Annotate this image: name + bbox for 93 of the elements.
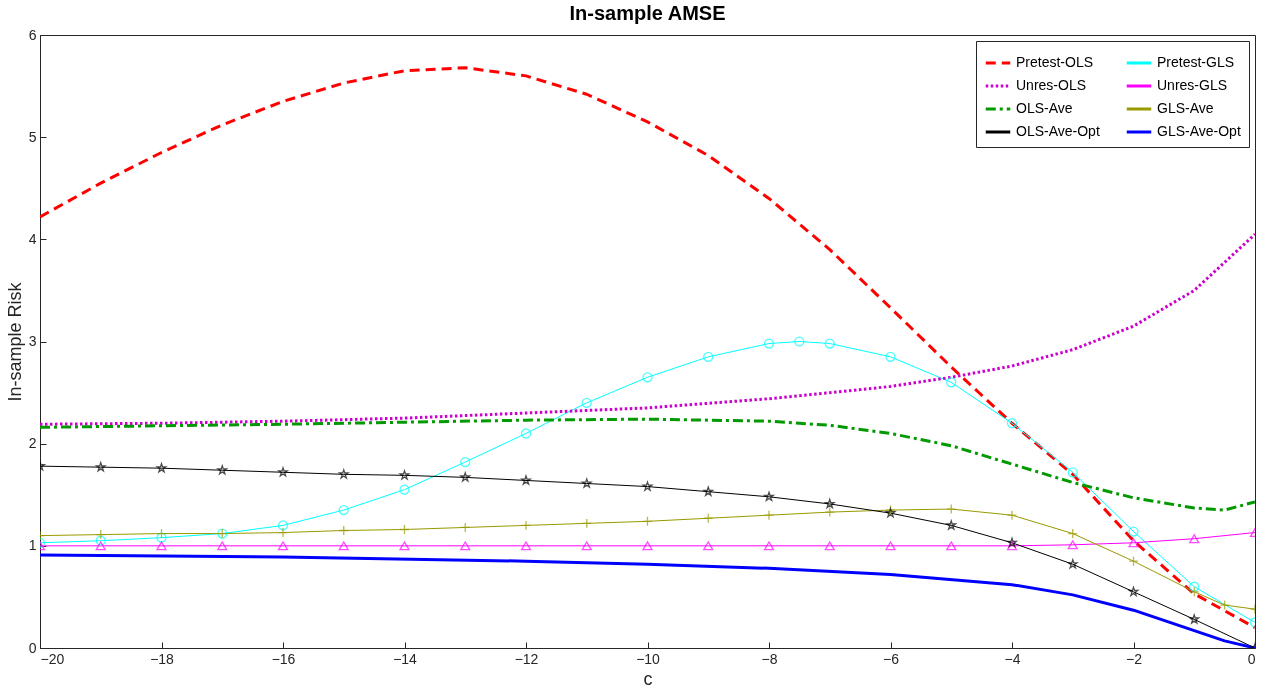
point bbox=[1067, 467, 1078, 478]
x-tick-label: −12 bbox=[514, 650, 539, 667]
point bbox=[1189, 614, 1200, 624]
point bbox=[1128, 586, 1139, 597]
point bbox=[1006, 510, 1018, 521]
point bbox=[277, 527, 289, 538]
legend-label: OLS-Ave bbox=[1016, 100, 1073, 116]
x-axis-title: c bbox=[643, 668, 653, 689]
x-tick-label: −6 bbox=[883, 650, 900, 667]
point bbox=[156, 532, 167, 543]
x-tick-label: −14 bbox=[393, 650, 418, 667]
point bbox=[642, 481, 653, 491]
legend-label: GLS-Ave-Opt bbox=[1157, 123, 1241, 139]
point bbox=[399, 470, 410, 480]
point bbox=[217, 541, 228, 551]
line-series bbox=[40, 232, 1255, 426]
point bbox=[703, 351, 714, 362]
point bbox=[338, 504, 349, 516]
point bbox=[156, 541, 167, 551]
point bbox=[794, 336, 805, 347]
point bbox=[95, 541, 106, 551]
y-tick-label: 3 bbox=[28, 333, 37, 349]
line-series bbox=[40, 417, 1255, 512]
x-tick-label: −16 bbox=[271, 650, 296, 667]
point bbox=[338, 541, 349, 551]
point bbox=[520, 541, 532, 551]
y-tick-label: 6 bbox=[28, 26, 37, 43]
point bbox=[520, 428, 532, 439]
point bbox=[581, 478, 592, 488]
point bbox=[703, 486, 714, 496]
point bbox=[460, 472, 471, 482]
legend-label: Pretest-OLS bbox=[1016, 54, 1094, 70]
point bbox=[277, 520, 289, 531]
chart-title: In-sample AMSE bbox=[569, 2, 726, 24]
point bbox=[824, 338, 835, 349]
x-tick-label: −10 bbox=[636, 650, 661, 667]
point bbox=[946, 520, 957, 530]
point bbox=[1189, 534, 1200, 544]
point bbox=[520, 520, 532, 531]
point bbox=[521, 475, 531, 485]
point bbox=[824, 498, 835, 509]
x-tick-label: −18 bbox=[150, 650, 175, 667]
point bbox=[946, 541, 957, 551]
point bbox=[1128, 526, 1139, 537]
y-tick-label: 0 bbox=[28, 639, 37, 656]
point bbox=[1189, 581, 1200, 592]
point bbox=[703, 541, 714, 551]
point bbox=[824, 507, 835, 518]
point bbox=[763, 510, 775, 521]
point bbox=[1128, 538, 1139, 548]
x-tick-label: 0 bbox=[1247, 650, 1256, 667]
point bbox=[885, 541, 896, 551]
point bbox=[946, 503, 957, 515]
point bbox=[763, 338, 775, 349]
point bbox=[1219, 599, 1230, 611]
x-tick-label: −20 bbox=[40, 650, 65, 667]
point bbox=[95, 535, 106, 546]
y-tick-label: 1 bbox=[28, 537, 37, 554]
x-tick-label: −4 bbox=[1004, 650, 1021, 667]
point bbox=[1006, 541, 1018, 551]
x-tick-label: −8 bbox=[761, 650, 778, 667]
point bbox=[399, 484, 410, 495]
legend-label: Unres-OLS bbox=[1016, 77, 1087, 93]
point bbox=[277, 541, 289, 551]
point bbox=[581, 541, 592, 551]
y-tick-label: 5 bbox=[28, 128, 37, 145]
legend-label: OLS-Ave-Opt bbox=[1016, 123, 1100, 139]
point bbox=[278, 467, 288, 477]
line-series bbox=[40, 66, 1255, 630]
legend-label: Pretest-GLS bbox=[1157, 54, 1235, 70]
point bbox=[885, 351, 896, 362]
line-series bbox=[40, 553, 1255, 648]
point bbox=[1067, 540, 1078, 550]
legend-label: Unres-GLS bbox=[1157, 77, 1228, 93]
point bbox=[1067, 559, 1078, 569]
point bbox=[642, 372, 653, 383]
point bbox=[399, 541, 410, 551]
x-tick-label: −2 bbox=[1126, 650, 1143, 667]
y-tick-label: 2 bbox=[28, 435, 37, 452]
point bbox=[824, 541, 835, 551]
y-axis-title: In-sample Risk bbox=[4, 281, 25, 402]
y-tick-label: 4 bbox=[28, 230, 37, 247]
point bbox=[217, 465, 228, 475]
point bbox=[763, 541, 775, 551]
point bbox=[581, 397, 592, 408]
point bbox=[946, 377, 957, 388]
point bbox=[338, 469, 349, 479]
point bbox=[642, 541, 653, 551]
legend-label: GLS-Ave bbox=[1157, 100, 1214, 116]
point bbox=[460, 456, 471, 468]
point bbox=[764, 491, 774, 502]
point bbox=[460, 541, 471, 551]
point bbox=[1006, 418, 1018, 429]
